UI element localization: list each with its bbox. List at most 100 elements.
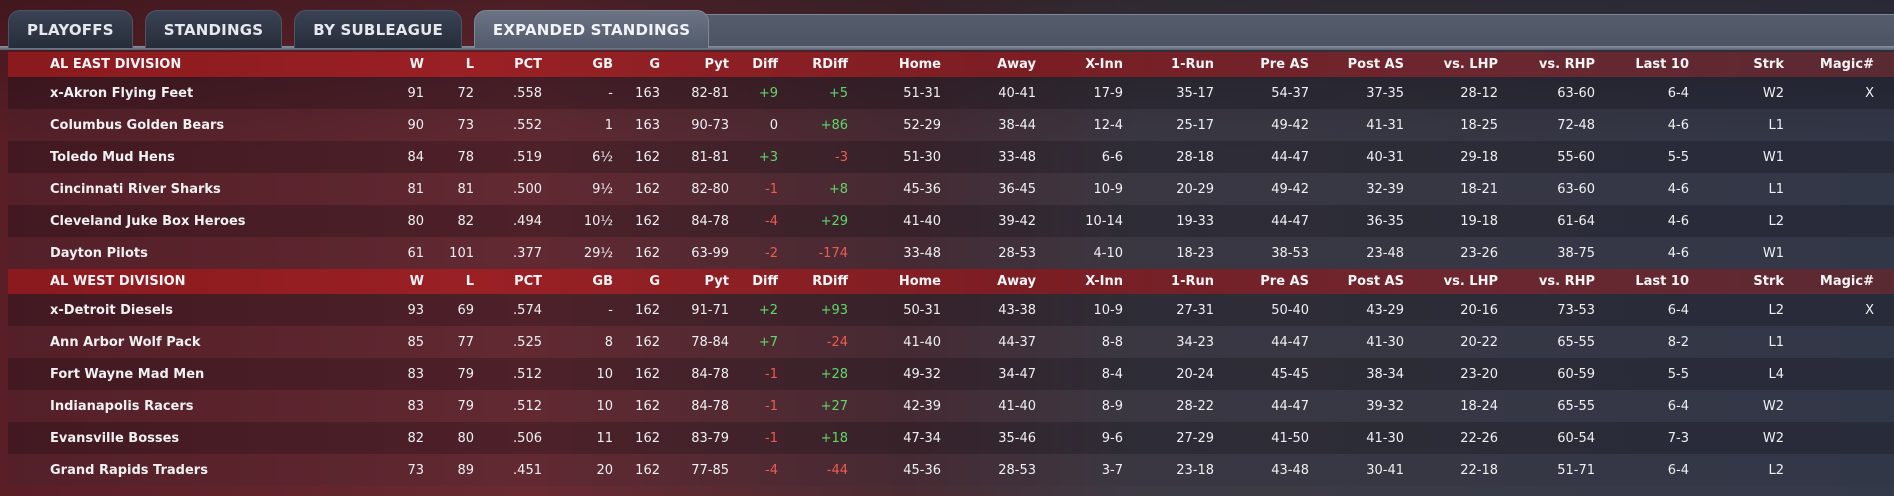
- cell-strk: L2: [1768, 302, 1784, 318]
- team-name[interactable]: Cincinnati River Sharks: [50, 181, 221, 197]
- cell-home: 52-29: [903, 117, 941, 133]
- column-header-pct[interactable]: PCT: [514, 57, 542, 72]
- column-header-strk[interactable]: Strk: [1753, 57, 1784, 72]
- cell-g: 163: [635, 117, 660, 133]
- team-row[interactable]: Cleveland Juke Box Heroes 80 82 .494 10½ 162 8…: [8, 205, 1894, 237]
- cell-last10: 8-2: [1667, 334, 1689, 350]
- column-header-g[interactable]: G: [649, 274, 660, 289]
- team-row[interactable]: Grand Rapids Traders 73 89 .451 20 162 77-85 -4…: [8, 454, 1894, 486]
- column-header-postas[interactable]: Post AS: [1347, 57, 1404, 72]
- column-header-vlhp[interactable]: vs. LHP: [1443, 274, 1498, 289]
- team-row[interactable]: Cincinnati River Sharks 81 81 .500 9½ 162 82-8…: [8, 173, 1894, 205]
- column-header-away[interactable]: Away: [997, 57, 1036, 72]
- column-header-rdiff[interactable]: RDiff: [812, 274, 848, 289]
- team-name[interactable]: Indianapolis Racers: [50, 398, 194, 414]
- team-row[interactable]: Toledo Mud Hens 84 78 .519 6½ 162 81-81 +3 -3 51-…: [8, 141, 1894, 173]
- column-header-vrhp[interactable]: vs. RHP: [1538, 274, 1595, 289]
- column-header-w[interactable]: W: [409, 274, 424, 289]
- column-header-preas[interactable]: Pre AS: [1260, 57, 1309, 72]
- team-row[interactable]: Indianapolis Racers 83 79 .512 10 162 84-78 -1 +…: [8, 390, 1894, 422]
- cell-strk: L1: [1768, 117, 1784, 133]
- column-header-pyt[interactable]: Pyt: [704, 274, 729, 289]
- cell-rdiff: +86: [820, 117, 848, 133]
- column-header-away[interactable]: Away: [997, 274, 1036, 289]
- team-name[interactable]: x-Detroit Diesels: [50, 302, 173, 318]
- column-header-xinn[interactable]: X-Inn: [1085, 57, 1123, 72]
- team-name[interactable]: Dayton Pilots: [50, 245, 148, 261]
- team-row[interactable]: x-Akron Flying Feet 91 72 .558 - 163 82-81 +9 +5…: [8, 77, 1894, 109]
- column-header-preas[interactable]: Pre AS: [1260, 274, 1309, 289]
- cell-rdiff: -3: [835, 149, 848, 165]
- cell-last10: 6-4: [1667, 85, 1689, 101]
- cell-home: 51-31: [903, 85, 941, 101]
- column-header-vrhp[interactable]: vs. RHP: [1538, 57, 1595, 72]
- team-row[interactable]: Evansville Bosses 82 80 .506 11 162 83-79 -1 +18…: [8, 422, 1894, 454]
- column-header-last10[interactable]: Last 10: [1635, 274, 1689, 289]
- cell-preas: 49-42: [1271, 117, 1309, 133]
- cell-pyt: 82-80: [691, 181, 729, 197]
- cell-w: 81: [407, 181, 424, 197]
- cell-l: 89: [457, 462, 474, 478]
- column-header-home[interactable]: Home: [898, 274, 941, 289]
- cell-gb: 29½: [583, 245, 613, 261]
- column-header-magic[interactable]: Magic#: [1819, 57, 1874, 72]
- column-header-strk[interactable]: Strk: [1753, 274, 1784, 289]
- cell-pct: .512: [513, 366, 542, 382]
- column-header-last10[interactable]: Last 10: [1635, 57, 1689, 72]
- column-header-g[interactable]: G: [649, 57, 660, 72]
- cell-preas: 50-40: [1271, 302, 1309, 318]
- cell-pyt: 77-85: [691, 462, 729, 478]
- column-header-home[interactable]: Home: [898, 57, 941, 72]
- cell-last10: 7-3: [1667, 430, 1689, 446]
- cell-away: 43-38: [998, 302, 1036, 318]
- column-header-onerun[interactable]: 1-Run: [1171, 274, 1214, 289]
- column-header-onerun[interactable]: 1-Run: [1171, 57, 1214, 72]
- team-row[interactable]: Dayton Pilots 61 101 .377 29½ 162 63-99 -2 -174 3…: [8, 237, 1894, 269]
- column-header-w[interactable]: W: [409, 57, 424, 72]
- team-name[interactable]: Cleveland Juke Box Heroes: [50, 213, 246, 229]
- team-row[interactable]: Fort Wayne Mad Men 83 79 .512 10 162 84-78 -1 +2…: [8, 358, 1894, 390]
- column-header-gb[interactable]: GB: [592, 57, 613, 72]
- column-header-diff[interactable]: Diff: [752, 57, 778, 72]
- cell-home: 45-36: [903, 462, 941, 478]
- column-header-magic[interactable]: Magic#: [1819, 274, 1874, 289]
- column-header-pct[interactable]: PCT: [514, 274, 542, 289]
- cell-vlhp: 20-22: [1460, 334, 1498, 350]
- column-header-l[interactable]: L: [465, 57, 474, 72]
- cell-l: 81: [457, 181, 474, 197]
- team-name[interactable]: Toledo Mud Hens: [50, 149, 175, 165]
- team-row[interactable]: Ann Arbor Wolf Pack 85 77 .525 8 162 78-84 +7 -2…: [8, 326, 1894, 358]
- column-header-xinn[interactable]: X-Inn: [1085, 274, 1123, 289]
- column-header-diff[interactable]: Diff: [752, 274, 778, 289]
- cell-vlhp: 18-25: [1460, 117, 1498, 133]
- team-name[interactable]: Evansville Bosses: [50, 430, 180, 446]
- team-row[interactable]: Columbus Golden Bears 90 73 .552 1 163 90-73 0 +…: [8, 109, 1894, 141]
- cell-strk: W2: [1762, 430, 1784, 446]
- cell-home: 41-40: [903, 334, 941, 350]
- column-header-pyt[interactable]: Pyt: [704, 57, 729, 72]
- team-name[interactable]: Columbus Golden Bears: [50, 117, 225, 133]
- tab-by-subleague[interactable]: BY SUBLEAGUE: [294, 10, 462, 48]
- cell-postas: 41-31: [1366, 117, 1404, 133]
- team-name[interactable]: Fort Wayne Mad Men: [50, 366, 205, 382]
- cell-vrhp: 60-54: [1557, 430, 1595, 446]
- tab-standings[interactable]: STANDINGS: [144, 10, 283, 48]
- column-header-l[interactable]: L: [465, 274, 474, 289]
- column-header-gb[interactable]: GB: [592, 274, 613, 289]
- column-header-vlhp[interactable]: vs. LHP: [1443, 57, 1498, 72]
- cell-xinn: 8-4: [1101, 366, 1123, 382]
- column-header-rdiff[interactable]: RDiff: [812, 57, 848, 72]
- team-name[interactable]: x-Akron Flying Feet: [50, 85, 194, 101]
- cell-postas: 41-30: [1366, 430, 1404, 446]
- tab-playoffs[interactable]: PLAYOFFS: [8, 10, 133, 48]
- cell-g: 162: [635, 181, 660, 197]
- team-name[interactable]: Ann Arbor Wolf Pack: [50, 334, 201, 350]
- cell-away: 41-40: [998, 398, 1036, 414]
- team-name[interactable]: Grand Rapids Traders: [50, 462, 208, 478]
- cell-pct: .525: [513, 334, 542, 350]
- team-row[interactable]: x-Detroit Diesels 93 69 .574 - 162 91-71 +2 +93 5…: [8, 294, 1894, 326]
- cell-postas: 23-48: [1366, 245, 1404, 261]
- cell-g: 162: [635, 149, 660, 165]
- column-header-postas[interactable]: Post AS: [1347, 274, 1404, 289]
- tab-expanded-standings[interactable]: EXPANDED STANDINGS: [473, 10, 710, 48]
